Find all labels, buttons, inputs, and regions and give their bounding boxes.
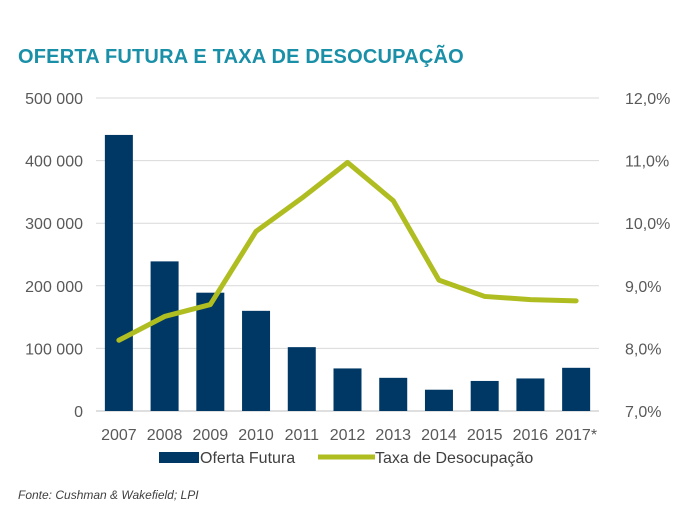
left-axis-tick-label: 400 000 bbox=[25, 154, 83, 171]
x-axis-tick-label: 2015 bbox=[467, 427, 503, 444]
bar-2012 bbox=[333, 368, 362, 411]
left-axis-tick-label: 100 000 bbox=[25, 341, 83, 358]
bar-2008 bbox=[150, 261, 179, 411]
left-axis-tick-label: 500 000 bbox=[25, 91, 83, 108]
bar-2013 bbox=[379, 377, 408, 411]
right-axis-tick-label: 9,0% bbox=[625, 279, 661, 296]
right-axis-tick-label: 8,0% bbox=[625, 341, 661, 358]
chart-title: OFERTA FUTURA E TAXA DE DESOCUPAÇÃO bbox=[18, 46, 464, 68]
bar-2016 bbox=[516, 378, 545, 411]
bar-2009 bbox=[196, 292, 225, 411]
x-axis-tick-label: 2012 bbox=[330, 427, 366, 444]
bar-2010 bbox=[242, 310, 271, 411]
x-axis-tick-label: 2009 bbox=[193, 427, 229, 444]
right-axis-tick-label: 11,0% bbox=[625, 154, 669, 171]
bar-2015 bbox=[470, 380, 499, 411]
combo-chart: 0 100 000 200 000 300 000 400 000 500 000 7,0%… bbox=[25, 91, 670, 467]
x-axis-tick-label: 2016 bbox=[513, 427, 549, 444]
right-axis-tick-label: 10,0% bbox=[625, 216, 670, 233]
x-axis-tick-label: 2014 bbox=[421, 427, 457, 444]
bar-2017* bbox=[562, 367, 591, 411]
bar-2011 bbox=[287, 347, 316, 411]
x-axis-tick-label: 2013 bbox=[375, 427, 411, 444]
x-axis-tick-label: 2010 bbox=[238, 427, 274, 444]
legend-swatch-oferta-futura bbox=[159, 452, 199, 463]
left-axis-tick-label: 0 bbox=[74, 404, 83, 421]
x-axis-tick-label: 2008 bbox=[147, 427, 183, 444]
source-note: Fonte: Cushman & Wakefield; LPI bbox=[18, 488, 199, 502]
right-axis-tick-label: 7,0% bbox=[625, 404, 661, 421]
bar-2007 bbox=[104, 134, 133, 411]
left-axis-tick-label: 300 000 bbox=[25, 216, 83, 233]
legend-label-taxa-de-desocupacao: Taxa de Desocupação bbox=[375, 450, 533, 467]
left-axis-tick-label: 200 000 bbox=[25, 279, 83, 296]
legend-label-oferta-futura: Oferta Futura bbox=[200, 450, 295, 467]
x-axis-tick-label: 2007 bbox=[101, 427, 137, 444]
right-axis-tick-label: 12,0% bbox=[625, 91, 670, 108]
bar-2014 bbox=[424, 389, 453, 411]
x-axis-tick-label: 2017* bbox=[555, 427, 597, 444]
line-taxa-de-desocupacao bbox=[116, 159, 579, 343]
x-axis-tick-label: 2011 bbox=[285, 427, 320, 444]
